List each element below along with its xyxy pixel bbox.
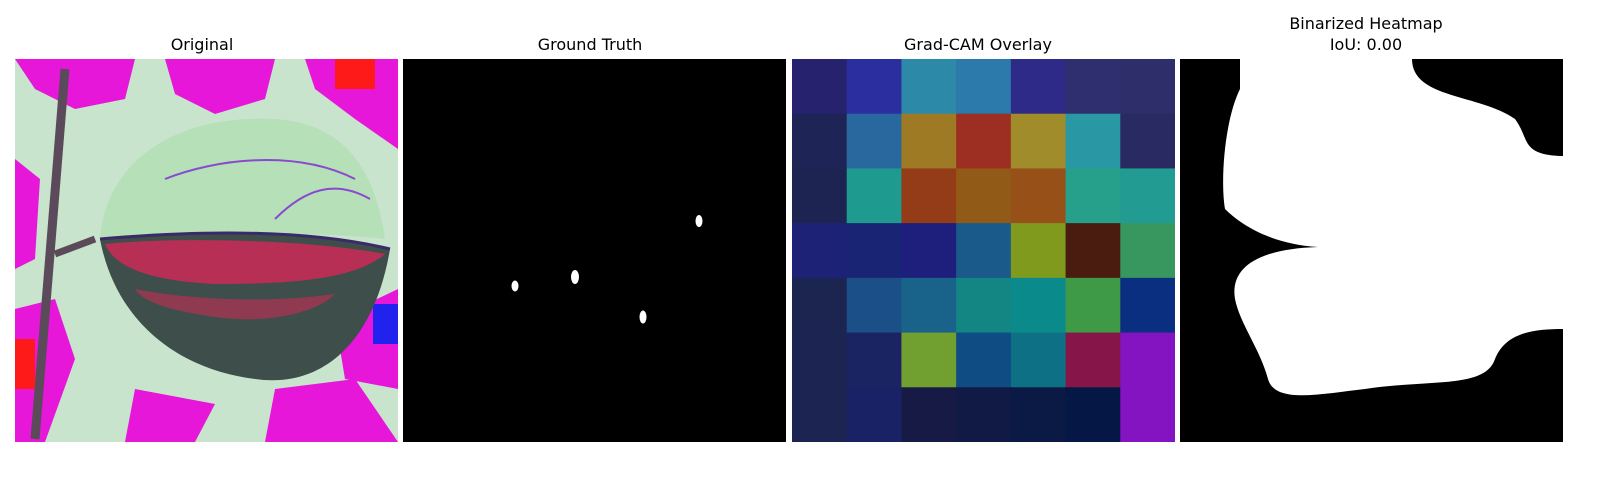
gradcam-cell [1065, 387, 1121, 442]
gradcam-cell [1120, 59, 1175, 115]
gradcam-cell [1065, 277, 1121, 334]
gradcam-cell [792, 113, 848, 170]
gradcam-cell [1010, 332, 1067, 388]
gradcam-cell [956, 223, 1012, 279]
original-title: Original [170, 35, 234, 54]
gradcam-cell [1065, 223, 1121, 279]
gradcam-cell [956, 277, 1012, 334]
gradcam-cell [792, 387, 848, 442]
binarized-heatmap-title: Binarized Heatmap [1289, 14, 1443, 33]
gradcam-cell [956, 387, 1012, 442]
gradcam-cell [792, 277, 848, 334]
gradcam-cell [901, 168, 957, 224]
gradcam-cell [792, 168, 848, 224]
gradcam-cell [1120, 332, 1175, 388]
gradcam-cell [1120, 387, 1175, 442]
gradcam-cell [1010, 59, 1067, 115]
gradcam-overlay [792, 59, 1175, 442]
ground-truth-mask [403, 59, 786, 442]
gradcam-cell [846, 387, 903, 442]
gradcam-cell [846, 168, 903, 224]
gradcam-cell [1010, 223, 1067, 279]
gradcam-cell [901, 223, 957, 279]
gradcam-cell [1065, 168, 1121, 224]
gradcam-cell [901, 277, 957, 334]
gradcam-cell [846, 277, 903, 334]
gradcam-cell [1120, 277, 1175, 334]
gradcam-cell [846, 223, 903, 279]
gradcam-cell [956, 59, 1012, 115]
gradcam-cell [956, 113, 1012, 170]
gradcam-cell [1010, 168, 1067, 224]
gradcam-cell [901, 59, 957, 115]
gradcam-cell [1065, 113, 1121, 170]
gradcam-cell [1120, 168, 1175, 224]
gradcam-cell [1010, 113, 1067, 170]
gradcam-cell [901, 113, 957, 170]
original-image [15, 59, 398, 442]
gradcam-cell [956, 168, 1012, 224]
gradcam-cell [792, 59, 848, 115]
gradcam-cell [1120, 113, 1175, 170]
ground-truth-title: Ground Truth [537, 35, 643, 54]
gradcam-cell [792, 223, 848, 279]
gradcam-cell [846, 332, 903, 388]
gradcam-cell [956, 332, 1012, 388]
gradcam-cell [1120, 223, 1175, 279]
gradcam-overlay-title: Grad-CAM Overlay [904, 35, 1052, 54]
gradcam-cell [1065, 59, 1121, 115]
gradcam-cell [846, 59, 903, 115]
gradcam-cell [1065, 332, 1121, 388]
gradcam-cell [792, 332, 848, 388]
gradcam-cell [1010, 277, 1067, 334]
binarized-heatmap [1180, 59, 1563, 442]
gradcam-cell [1010, 387, 1067, 442]
gradcam-cell [901, 387, 957, 442]
iou-subtitle: IoU: 0.00 [1329, 35, 1403, 54]
gradcam-cell [901, 332, 957, 388]
gradcam-cell [846, 113, 903, 170]
